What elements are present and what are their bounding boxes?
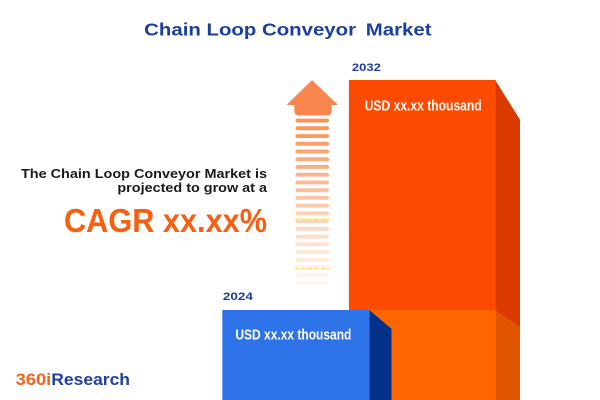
- svg-text:USD xx.xx thousand: USD xx.xx thousand: [365, 98, 482, 115]
- svg-text:CAGR xx.xx%: CAGR xx.xx%: [64, 203, 267, 240]
- svg-text:USD xx.xx thousand: USD xx.xx thousand: [235, 327, 351, 344]
- svg-text:2032: 2032: [352, 62, 381, 74]
- svg-text:projected to grow at a: projected to grow at a: [117, 180, 267, 195]
- svg-text:360i: 360i: [16, 371, 52, 389]
- svg-text:The Chain Loop Conveyor Market: The Chain Loop Conveyor Market is: [21, 166, 267, 181]
- svg-text:Chain Loop Conveyor Market: Chain Loop Conveyor Market: [144, 20, 431, 40]
- svg-text:Research: Research: [51, 371, 130, 389]
- svg-text:2024: 2024: [223, 291, 254, 303]
